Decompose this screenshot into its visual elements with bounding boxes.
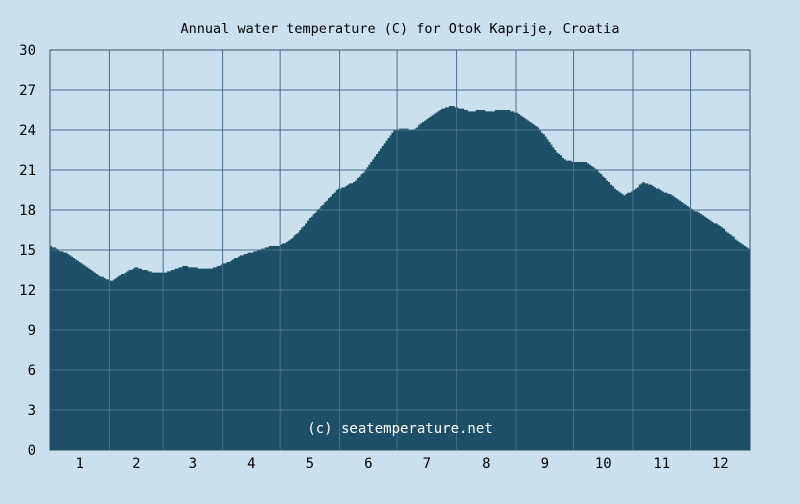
x-tick-label: 3	[189, 456, 197, 472]
y-tick-label: 21	[19, 163, 36, 179]
x-tick-label: 11	[653, 456, 670, 472]
chart-title: Annual water temperature (C) for Otok Ka…	[181, 21, 620, 37]
x-tick-label: 12	[712, 456, 729, 472]
x-tick-label: 8	[482, 456, 490, 472]
x-tick-label: 9	[541, 456, 549, 472]
y-tick-label: 30	[19, 43, 36, 59]
x-tick-label: 10	[595, 456, 612, 472]
water-temperature-area	[50, 106, 750, 450]
area-layer	[50, 106, 750, 450]
x-tick-label: 4	[247, 456, 255, 472]
x-axis-ticks: 1 2 3 4 5 6 7 8 9 10 11 12	[76, 456, 729, 472]
x-tick-label: 2	[132, 456, 140, 472]
y-tick-label: 24	[19, 123, 36, 139]
watermark: (c) seatemperature.net	[307, 421, 492, 437]
x-tick-label: 5	[306, 456, 314, 472]
y-tick-label: 18	[19, 203, 36, 219]
plot-frame	[49, 49, 751, 451]
y-tick-label: 27	[19, 83, 36, 99]
y-tick-label: 0	[28, 443, 36, 459]
y-tick-label: 12	[19, 283, 36, 299]
y-axis-ticks: 0 3 6 9 12 15 18 21 24 27 30	[19, 43, 36, 459]
x-tick-label: 7	[423, 456, 431, 472]
y-tick-label: 9	[28, 323, 36, 339]
x-tick-label: 1	[76, 456, 84, 472]
y-tick-label: 3	[28, 403, 36, 419]
y-tick-label: 15	[19, 243, 36, 259]
y-tick-label: 6	[28, 363, 36, 379]
x-tick-label: 6	[364, 456, 372, 472]
